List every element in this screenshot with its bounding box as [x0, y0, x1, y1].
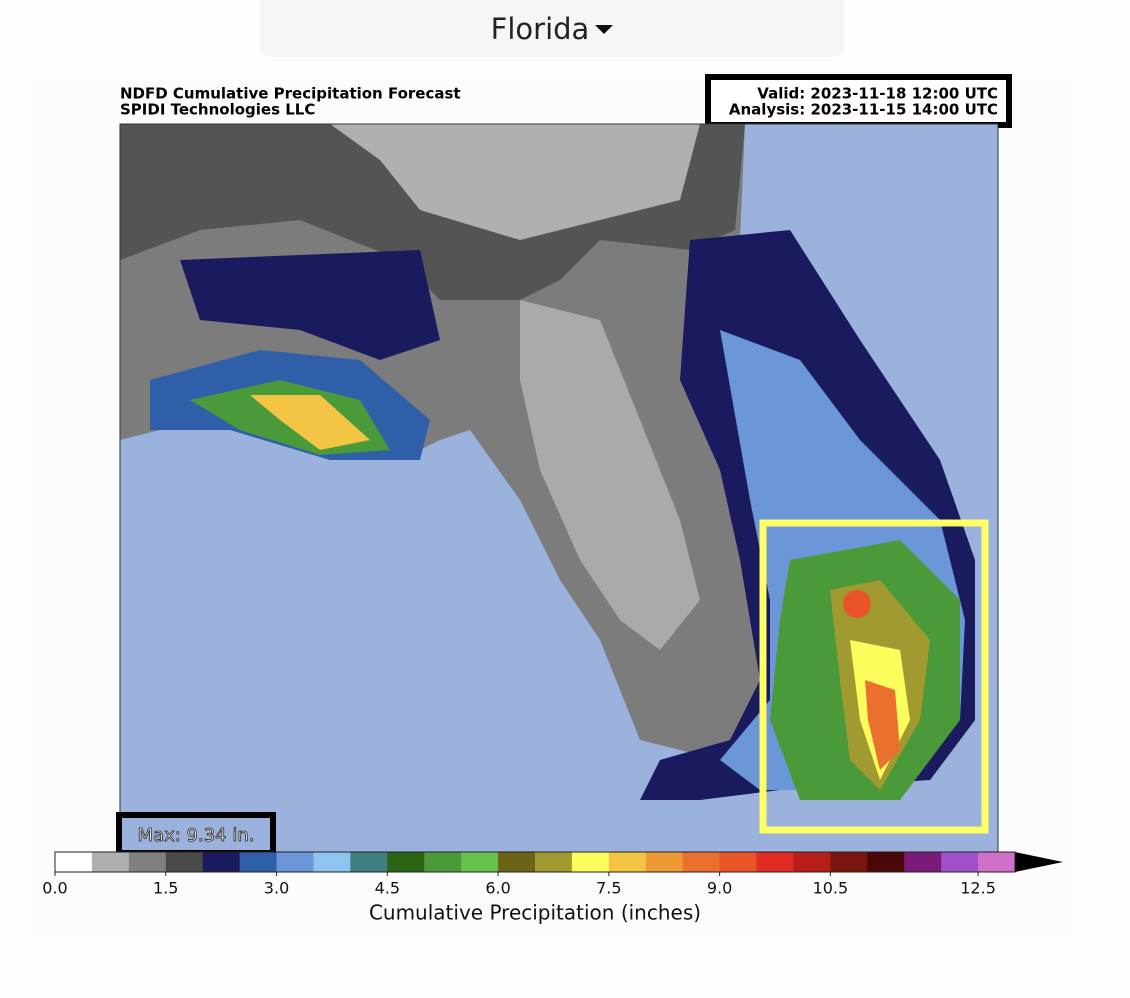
region-dropdown[interactable]: Florida [260, 0, 844, 57]
colorbar-tick-label: 7.5 [596, 879, 621, 898]
colorbar-extend [1015, 852, 1063, 872]
figure-background [32, 78, 1070, 936]
gulf-precip [250, 395, 370, 450]
colorbar-segment [91, 852, 130, 872]
east-precip [640, 230, 975, 800]
colorbar-tick-label: 4.5 [375, 879, 400, 898]
panhandle-precip [180, 250, 440, 360]
colorbar-segment [239, 852, 278, 872]
peninsula-light [520, 300, 700, 650]
colorbar-outline [54, 851, 1016, 873]
colorbar-segment [608, 852, 647, 872]
colorbar-segment [165, 852, 204, 872]
date-box [705, 74, 1012, 128]
east-precip [770, 540, 960, 800]
colorbar-tick-label: 9.0 [707, 879, 732, 898]
land-precip-low [120, 124, 975, 780]
title-line: NDFD Cumulative Precipitation Forecast [120, 85, 461, 103]
highlight-box [759, 519, 989, 834]
colorbar-segment [978, 852, 1016, 872]
gulf-precip [190, 380, 390, 455]
east-precip [865, 680, 900, 770]
map-frame [119, 123, 999, 853]
colorbar-segment [756, 852, 794, 872]
colorbar-segment [498, 852, 536, 872]
colorbar-tick-label: 0.0 [42, 879, 67, 898]
colorbar-segment [461, 852, 499, 872]
colorbar-segment [941, 852, 979, 872]
analysis-time: Analysis: 2023-11-15 14:00 UTC [729, 101, 998, 119]
east-precip [850, 640, 910, 780]
colorbar-tick-label: 1.5 [153, 879, 178, 898]
colorbar-tick-label: 12.5 [960, 879, 996, 898]
max-box [116, 812, 276, 856]
colorbar-segment [202, 852, 241, 872]
max-label: Max: 9.34 in. [138, 825, 255, 846]
colorbar: 0.0 1.5 3.0 4.5 6.0 7.5 9.0 10.5 12.5 [42, 851, 1063, 898]
colorbar-segment [387, 852, 425, 872]
colorbar-segment [350, 852, 388, 872]
dropdown-caret [595, 25, 614, 34]
colorbar-segment [645, 852, 684, 872]
ocean [120, 124, 998, 852]
colorbar-segment [535, 852, 573, 872]
valid-time: Valid: 2023-11-18 12:00 UTC [757, 85, 998, 103]
land-dark [120, 124, 745, 300]
colorbar-tick-label: 10.5 [813, 879, 849, 898]
map [119, 123, 999, 853]
east-precip [843, 590, 871, 618]
colorbar-segment [867, 852, 905, 872]
colorbar-segment [55, 852, 93, 872]
colorbar-segment [793, 852, 831, 872]
colorbar-segment [313, 852, 351, 872]
colorbar-segment [682, 852, 721, 872]
colorbar-tick-label: 6.0 [485, 879, 510, 898]
east-precip [720, 330, 965, 790]
land-light [330, 124, 700, 240]
colorbar-segment [830, 852, 868, 872]
dropdown-label: Florida [490, 11, 590, 46]
colorbar-label: Cumulative Precipitation (inches) [369, 901, 701, 925]
colorbar-segment [719, 852, 758, 872]
colorbar-segment [276, 852, 314, 872]
colorbar-segment [424, 852, 462, 872]
colorbar-segment [904, 852, 942, 872]
colorbar-tick-label: 3.0 [264, 879, 289, 898]
gulf-precip [150, 350, 430, 460]
title-line: SPIDI Technologies LLC [120, 101, 315, 119]
colorbar-segment [128, 852, 167, 872]
colorbar-segment [571, 852, 610, 872]
east-precip [830, 580, 930, 790]
